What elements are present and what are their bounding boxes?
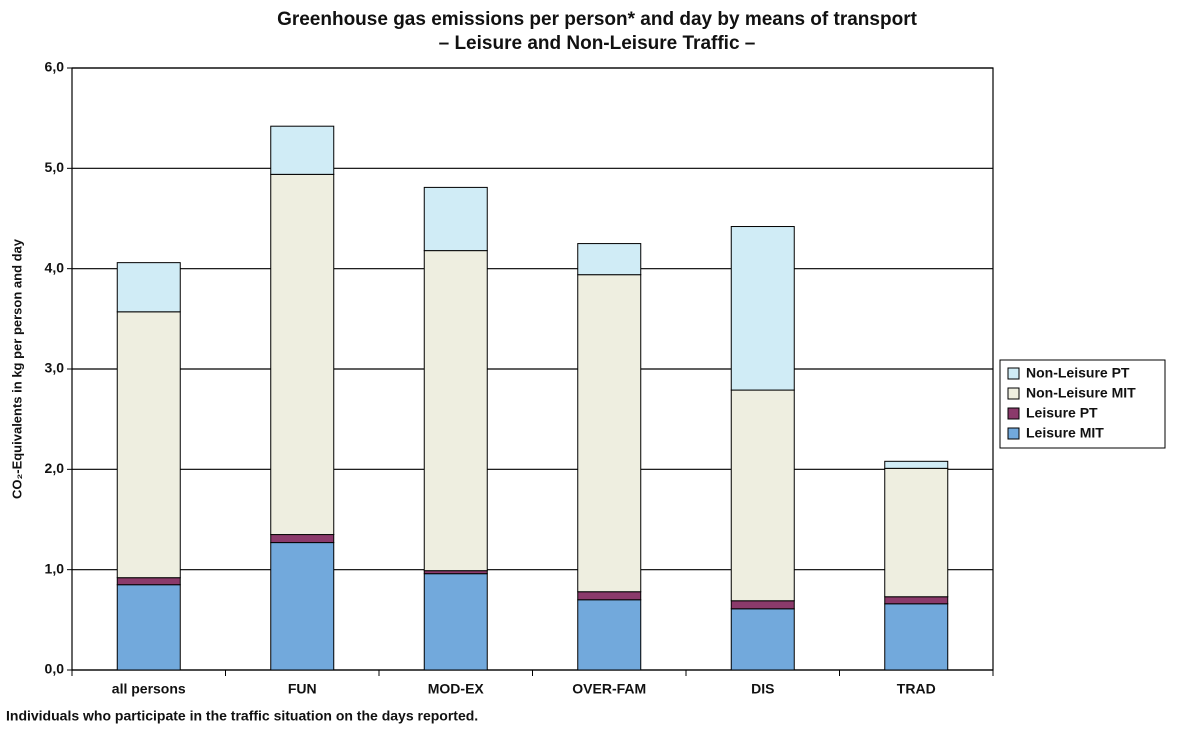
bar-segment bbox=[270, 534, 335, 544]
bar-segment bbox=[577, 243, 642, 276]
legend-swatch bbox=[1007, 367, 1020, 380]
y-tick-label: 2,0 bbox=[45, 460, 65, 476]
x-tick-label: FUN bbox=[288, 681, 317, 697]
bar-segment bbox=[577, 591, 642, 601]
bar-segment bbox=[884, 603, 949, 671]
y-axis-label: CO₂-Equivalents in kg per person and day bbox=[9, 238, 24, 499]
legend-swatch bbox=[1007, 427, 1020, 440]
bar-segment bbox=[116, 584, 181, 671]
legend-label: Non-Leisure PT bbox=[1026, 365, 1130, 381]
legend-label: Leisure MIT bbox=[1026, 425, 1104, 441]
legend-swatch bbox=[1007, 387, 1020, 400]
bar-segment bbox=[730, 608, 795, 671]
y-tick-label: 6,0 bbox=[45, 59, 65, 75]
bar-segment bbox=[423, 250, 488, 572]
chart-subtitle: – Leisure and Non-Leisure Traffic – bbox=[439, 33, 756, 54]
x-tick-label: all persons bbox=[112, 681, 186, 697]
legend-label: Non-Leisure MIT bbox=[1026, 385, 1136, 401]
y-tick-label: 1,0 bbox=[45, 560, 65, 576]
bar-segment bbox=[423, 186, 488, 252]
legend-swatch bbox=[1007, 407, 1020, 420]
bar-segment bbox=[577, 274, 642, 593]
legend-label: Leisure PT bbox=[1026, 405, 1098, 421]
chart-title: Greenhouse gas emissions per person* and… bbox=[277, 9, 918, 30]
bar-segment bbox=[884, 460, 949, 469]
bar-segment bbox=[730, 600, 795, 610]
footnote: Individuals who participate in the traff… bbox=[6, 708, 478, 724]
bar-segment bbox=[270, 542, 335, 671]
y-tick-label: 4,0 bbox=[45, 259, 65, 275]
bar-segment bbox=[116, 577, 181, 586]
bar-segment bbox=[884, 596, 949, 605]
bar-segment bbox=[884, 467, 949, 598]
legend-box bbox=[999, 359, 1166, 449]
bar-segment bbox=[730, 226, 795, 391]
bar-segment bbox=[270, 125, 335, 175]
bar-segment bbox=[116, 311, 181, 579]
x-tick-label: OVER-FAM bbox=[572, 681, 646, 697]
y-tick-label: 5,0 bbox=[45, 159, 65, 175]
bar-segment bbox=[270, 173, 335, 536]
y-tick-label: 0,0 bbox=[45, 661, 65, 677]
bar-segment bbox=[577, 599, 642, 671]
x-tick-label: DIS bbox=[751, 681, 774, 697]
x-tick-label: TRAD bbox=[897, 681, 936, 697]
bar-segment bbox=[423, 573, 488, 671]
bar-segment bbox=[116, 262, 181, 313]
y-tick-label: 3,0 bbox=[45, 360, 65, 376]
bar-segment bbox=[730, 389, 795, 602]
x-tick-label: MOD-EX bbox=[428, 681, 485, 697]
